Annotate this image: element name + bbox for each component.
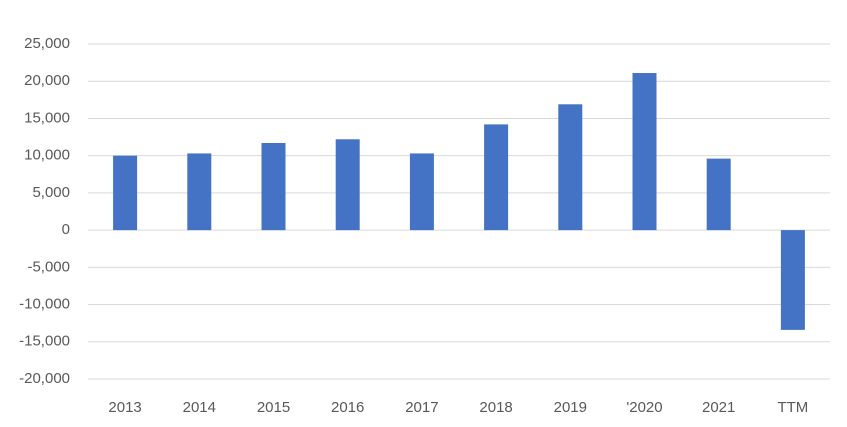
- bar: [484, 124, 509, 231]
- y-tick-label: 20,000: [24, 72, 70, 89]
- bar: [113, 155, 138, 231]
- bar: [780, 230, 805, 330]
- x-tick-label: '2020: [626, 399, 662, 416]
- bar: [261, 143, 286, 231]
- y-tick-label: -15,000: [19, 333, 70, 350]
- y-tick-label: -20,000: [19, 370, 70, 387]
- bar: [409, 153, 434, 231]
- bar: [187, 153, 212, 231]
- x-tick-label: 2014: [183, 399, 216, 416]
- x-tick-label: 2017: [405, 399, 438, 416]
- y-tick-label: -5,000: [27, 258, 70, 275]
- x-tick-label: 2021: [702, 399, 735, 416]
- y-tick-label: 10,000: [24, 147, 70, 164]
- y-tick-label: 0: [62, 221, 70, 238]
- bar: [558, 104, 583, 231]
- bar: [632, 73, 657, 231]
- y-tick-label: 15,000: [24, 109, 70, 126]
- x-tick-label: 2013: [108, 399, 141, 416]
- x-tick-label: 2018: [479, 399, 512, 416]
- x-tick-label: 2015: [257, 399, 290, 416]
- x-tick-label: 2016: [331, 399, 364, 416]
- y-tick-label: 25,000: [24, 35, 70, 52]
- x-tick-label: 2019: [554, 399, 587, 416]
- bar: [706, 158, 731, 231]
- y-tick-label: -10,000: [19, 296, 70, 313]
- y-tick-label: 5,000: [32, 184, 70, 201]
- x-tick-label: TTM: [777, 399, 808, 416]
- bar: [335, 139, 360, 231]
